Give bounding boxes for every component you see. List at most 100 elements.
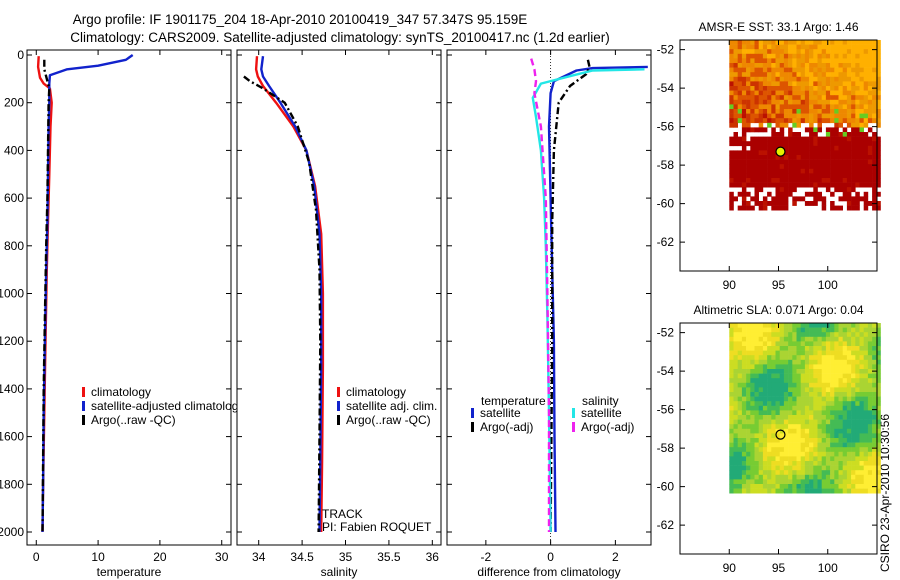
sst_map-heatmap-cell: [838, 90, 843, 96]
sst_map-heatmap-cell: [855, 81, 860, 87]
sla_map-heatmap-cell: [813, 461, 818, 466]
sst_map-heatmap-cell: [775, 58, 780, 64]
sla_map-heatmap-cell: [788, 332, 793, 338]
salinity-xtick-label: 34.5: [290, 550, 314, 564]
sst_map-heatmap-cell: [796, 150, 801, 156]
sst_map-heatmap-cell: [876, 182, 881, 188]
sla_map-heatmap-cell: [800, 341, 806, 347]
sla_map-heatmap-cell: [855, 405, 860, 411]
sla_map-heatmap-cell: [851, 396, 856, 402]
sst_map-heatmap-cell: [846, 187, 852, 193]
sla_map-heatmap-cell: [783, 415, 789, 420]
sla_map-heatmap-cell: [750, 396, 755, 402]
sla_map-heatmap-cell: [813, 382, 818, 388]
sla_map-heatmap-cell: [821, 346, 827, 351]
sla_map-heatmap-cell: [842, 479, 848, 485]
sla_map-heatmap-cell: [846, 346, 852, 351]
sla_map-heatmap-cell: [855, 382, 860, 388]
sst_map-heatmap-cell: [792, 196, 797, 202]
sst_map-heatmap-cell: [800, 159, 806, 165]
sst_map-heatmap-cell: [859, 104, 864, 110]
sst_map-heatmap-cell: [783, 118, 789, 124]
sla_map-heatmap-cell: [775, 442, 780, 448]
temperature-series-2: [41, 59, 51, 533]
sst_map-heatmap-cell: [775, 109, 780, 114]
sla_map-heatmap-cell: [851, 359, 856, 365]
sst_map-heatmap-cell: [817, 95, 822, 101]
sst_map-heatmap-cell: [783, 81, 789, 87]
sla_map-heatmap-cell: [792, 405, 797, 411]
sla_map-heatmap-cell: [813, 332, 818, 338]
sla_map-heatmap-cell: [813, 428, 818, 434]
sla_map-heatmap-cell: [783, 341, 789, 347]
sst_map-heatmap-cell: [821, 90, 827, 96]
sst_map-heatmap-cell: [733, 150, 738, 156]
sla_map-heatmap-cell: [741, 470, 747, 476]
sla_map-heatmap-cell: [813, 424, 818, 430]
sla_map-heatmap-cell: [863, 424, 869, 430]
sla_map-heatmap-cell: [767, 424, 772, 430]
sla_map-heatmap-cell: [867, 438, 873, 443]
sla_map-heatmap-cell: [817, 387, 822, 393]
sst_map-heatmap-cells: [729, 40, 881, 211]
sla_map-heatmap-cell: [855, 387, 860, 393]
sla_map-heatmap-cell: [804, 438, 810, 443]
sla_map-heatmap-cell: [859, 346, 864, 351]
sla_map-heatmap-cell: [750, 447, 755, 453]
sst_map-heatmap-cell: [846, 72, 852, 78]
sst_map-heatmap-cell: [796, 109, 801, 114]
sla_map-heatmap-cell: [771, 451, 776, 457]
sla_map-heatmap-cell: [754, 484, 759, 489]
sst_map-heatmap-cell: [758, 99, 764, 105]
sst_map-heatmap-cell: [863, 132, 869, 137]
sla_map-heatmap-cell: [758, 378, 764, 384]
sla_map-heatmap-cell: [737, 428, 743, 434]
sst_map-heatmap-cell: [855, 53, 860, 59]
sst_map-heatmap-cell: [838, 118, 843, 124]
sla_map-heatmap-cell: [800, 355, 806, 361]
sst_map-heatmap-cell: [779, 104, 785, 110]
sla_map-heatmap-cell: [788, 341, 793, 347]
sla_map-heatmap-cell: [792, 415, 797, 420]
sla_map-heatmap-cell: [834, 341, 839, 347]
sst_map-heatmap-cell: [729, 118, 734, 124]
sla_map-heatmap-cell: [758, 484, 764, 489]
sst_map-heatmap-cell: [863, 76, 869, 82]
sst_map-heatmap-cell: [851, 168, 856, 174]
sla_map-heatmap-cell: [804, 378, 810, 384]
sla_map-heatmap-cell: [775, 470, 780, 476]
sla_map-heatmap-cell: [775, 346, 780, 351]
sla_map-heatmap-cell: [746, 474, 751, 480]
sla_map-heatmap-cell: [821, 442, 827, 448]
sla_map-heatmap-cell: [746, 327, 751, 333]
sst_map-heatmap-cell: [863, 40, 869, 45]
sst_map-heatmap-cell: [872, 67, 877, 73]
sla_map-heatmap-cell: [834, 369, 839, 374]
sla_map-heatmap-cell: [821, 461, 827, 466]
sla_map-heatmap-cell: [821, 369, 827, 374]
sla_map-heatmap-cell: [830, 327, 835, 333]
sst_map-heatmap-cell: [750, 104, 755, 110]
sla_map-heatmap-cell: [750, 369, 755, 374]
sst_map-heatmap-cell: [783, 145, 789, 151]
sla_map-heatmap-cell: [783, 433, 789, 439]
sla_map-heatmap-cell: [746, 410, 751, 416]
sst_map-heatmap-cell: [779, 159, 785, 165]
sst_map-heatmap-cell: [779, 67, 785, 73]
sst_map-heatmap-cell: [767, 67, 772, 73]
sla_map-heatmap-cell: [830, 401, 835, 407]
sst_map-heatmap-cell: [838, 150, 843, 156]
sla_map-heatmap-cell: [830, 392, 835, 397]
sla_map-heatmap-cell: [809, 327, 814, 333]
sla_map-heatmap-cell: [830, 456, 835, 462]
temperature-ytick-label: 1400: [0, 382, 24, 396]
sla_map-heatmap-cell: [771, 465, 776, 471]
sla_map-heatmap-cell: [867, 428, 873, 434]
sla_map-heatmap-cell: [746, 415, 751, 420]
sla_map-heatmap-cell: [771, 456, 776, 462]
sst_map-heatmap-cell: [834, 168, 839, 174]
sst_map-heatmap-cell: [792, 141, 797, 147]
sst_map-heatmap-cell: [867, 182, 873, 188]
sla_map-heatmap-cell: [771, 438, 776, 443]
